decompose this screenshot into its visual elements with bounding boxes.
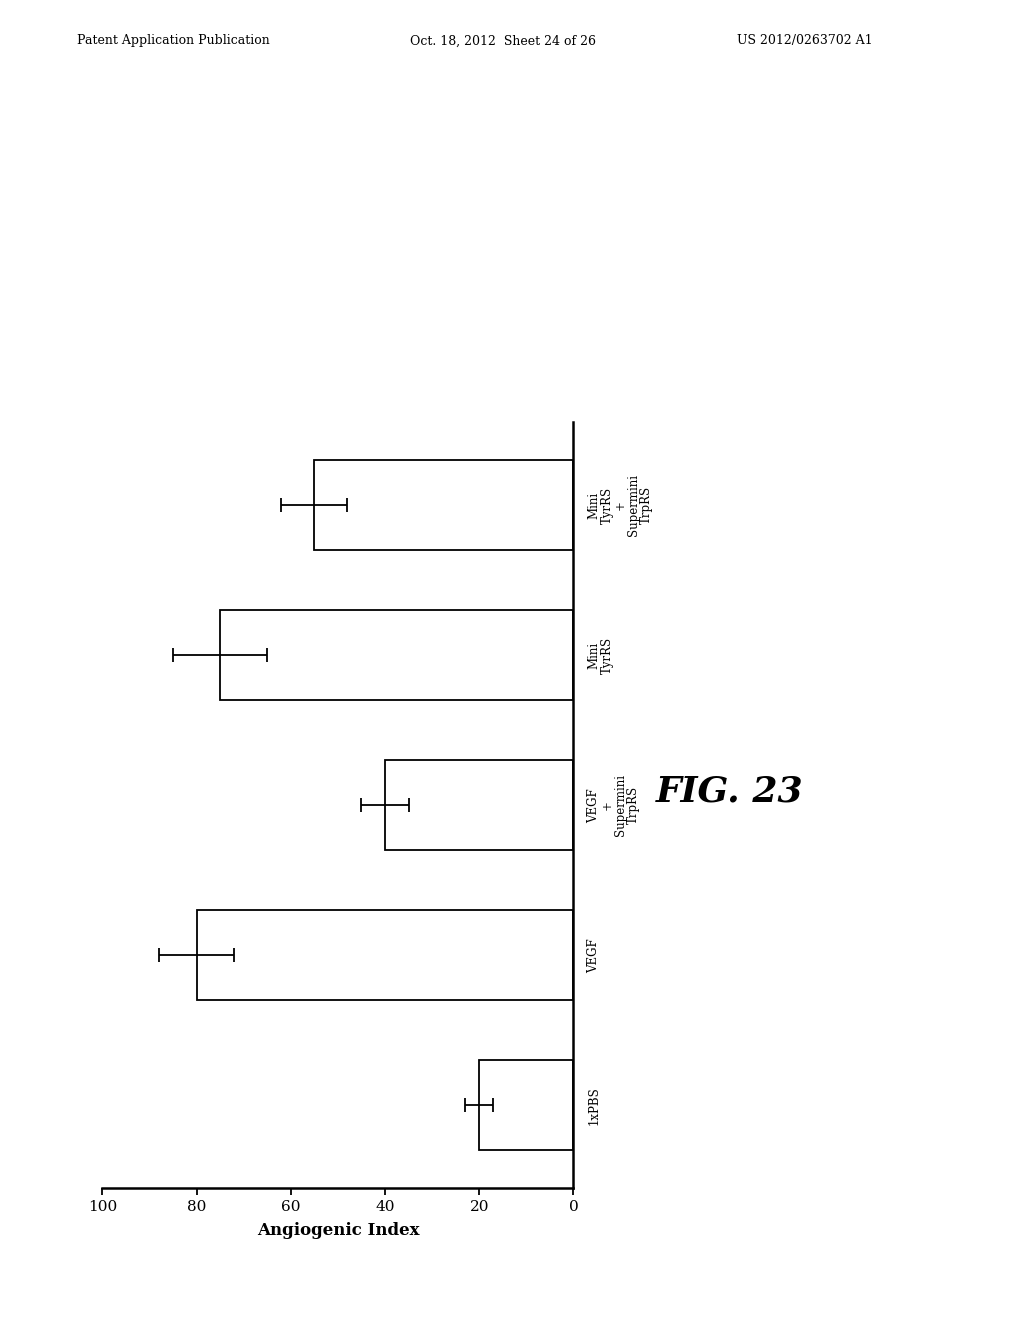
Text: VEGF: VEGF [588,939,600,973]
Text: Mini
TyrRS: Mini TyrRS [588,636,613,673]
Text: Oct. 18, 2012  Sheet 24 of 26: Oct. 18, 2012 Sheet 24 of 26 [410,34,596,48]
X-axis label: Angiogenic Index: Angiogenic Index [257,1222,419,1239]
Text: US 2012/0263702 A1: US 2012/0263702 A1 [737,34,872,48]
Bar [220,610,573,700]
Bar [385,760,573,850]
Text: Mini
TyrRS
+
Supermini
TrpRS: Mini TyrRS + Supermini TrpRS [588,474,652,536]
Text: Patent Application Publication: Patent Application Publication [77,34,269,48]
Bar [479,1060,573,1151]
Bar [197,911,573,1001]
Text: FIG. 23: FIG. 23 [655,775,803,809]
Text: 1xPBS: 1xPBS [588,1086,600,1125]
Bar [314,459,573,550]
Text: VEGF
+
Supermini
TrpRS: VEGF + Supermini TrpRS [588,775,640,836]
